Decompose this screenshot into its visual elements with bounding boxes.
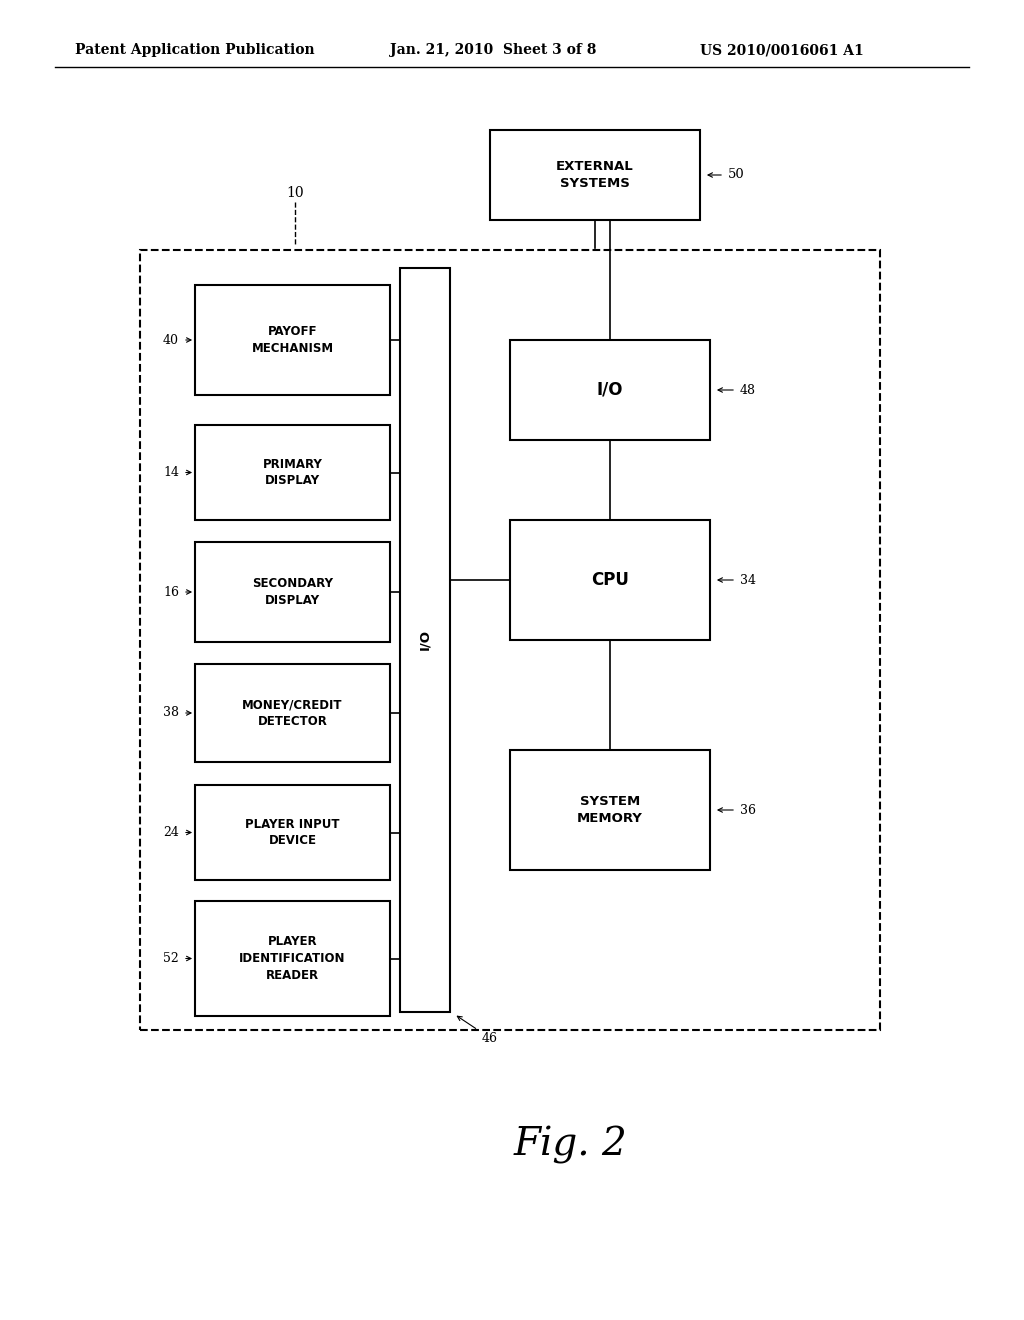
- Text: 10: 10: [286, 186, 304, 201]
- Text: 52: 52: [163, 952, 179, 965]
- Bar: [400, 268, 450, 1012]
- Bar: [195, 285, 390, 395]
- Text: 36: 36: [740, 804, 756, 817]
- Text: 16: 16: [163, 586, 179, 598]
- Bar: [140, 249, 880, 1030]
- Text: SYSTEM
MEMORY: SYSTEM MEMORY: [578, 795, 643, 825]
- Text: EXTERNAL
SYSTEMS: EXTERNAL SYSTEMS: [556, 160, 634, 190]
- Bar: [510, 750, 710, 870]
- Text: US 2010/0016061 A1: US 2010/0016061 A1: [700, 44, 864, 57]
- Text: 46: 46: [482, 1032, 498, 1045]
- Bar: [195, 785, 390, 880]
- Text: 40: 40: [163, 334, 179, 346]
- Text: 50: 50: [728, 169, 744, 181]
- Text: Fig. 2: Fig. 2: [513, 1126, 627, 1164]
- Text: 38: 38: [163, 706, 179, 719]
- Text: MONEY/CREDIT
DETECTOR: MONEY/CREDIT DETECTOR: [243, 698, 343, 729]
- Text: I/O: I/O: [419, 630, 431, 651]
- Text: CPU: CPU: [591, 572, 629, 589]
- Bar: [195, 664, 390, 762]
- Bar: [510, 341, 710, 440]
- Bar: [195, 543, 390, 642]
- Bar: [195, 902, 390, 1016]
- Text: 14: 14: [163, 466, 179, 479]
- Text: Patent Application Publication: Patent Application Publication: [75, 44, 314, 57]
- Text: I/O: I/O: [597, 381, 624, 399]
- Text: PLAYER
IDENTIFICATION
READER: PLAYER IDENTIFICATION READER: [240, 935, 346, 982]
- Text: PLAYER INPUT
DEVICE: PLAYER INPUT DEVICE: [246, 817, 340, 847]
- Text: SECONDARY
DISPLAY: SECONDARY DISPLAY: [252, 577, 333, 607]
- Text: PAYOFF
MECHANISM: PAYOFF MECHANISM: [252, 325, 334, 355]
- Bar: [490, 129, 700, 220]
- Text: 34: 34: [740, 573, 756, 586]
- Text: 24: 24: [163, 826, 179, 840]
- Text: PRIMARY
DISPLAY: PRIMARY DISPLAY: [262, 458, 323, 487]
- Text: 48: 48: [740, 384, 756, 396]
- Bar: [195, 425, 390, 520]
- Text: Jan. 21, 2010  Sheet 3 of 8: Jan. 21, 2010 Sheet 3 of 8: [390, 44, 596, 57]
- Bar: [510, 520, 710, 640]
